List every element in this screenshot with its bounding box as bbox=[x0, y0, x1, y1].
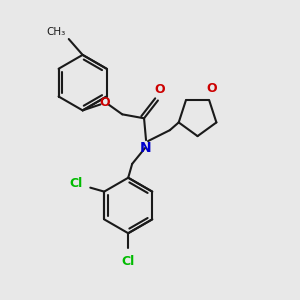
Text: N: N bbox=[140, 141, 152, 155]
Text: O: O bbox=[154, 82, 165, 95]
Text: CH₃: CH₃ bbox=[46, 27, 66, 37]
Text: Cl: Cl bbox=[69, 177, 82, 190]
Text: Cl: Cl bbox=[122, 255, 135, 268]
Text: O: O bbox=[207, 82, 217, 95]
Text: O: O bbox=[99, 96, 110, 109]
